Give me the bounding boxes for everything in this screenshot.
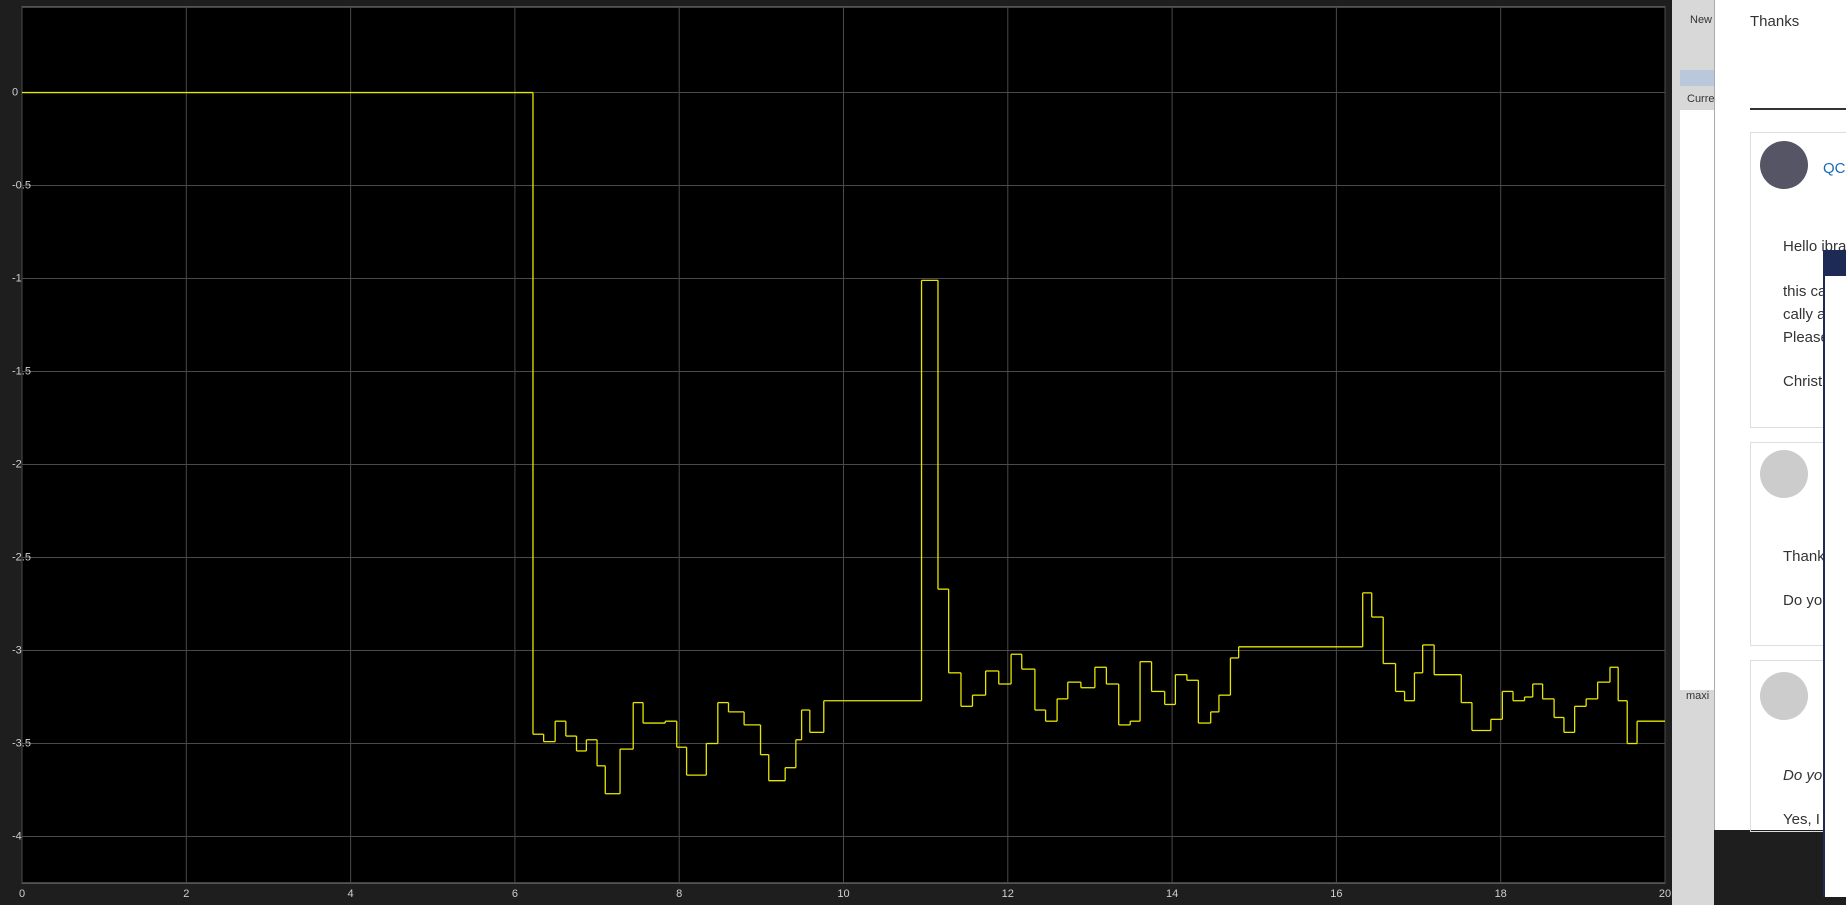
post-card xyxy=(1750,132,1846,428)
x-tick-label: 18 xyxy=(1495,888,1507,900)
y-tick-label: -1 xyxy=(12,272,22,284)
matlab-strip: New Curre maxi xyxy=(1672,0,1715,905)
x-tick-label: 6 xyxy=(512,888,518,900)
current-folder: Curre xyxy=(1687,93,1715,105)
nav-bar xyxy=(1680,70,1714,86)
post-text: this ca xyxy=(1783,283,1827,300)
x-tick-label: 4 xyxy=(348,888,354,900)
post-text: Thank xyxy=(1783,548,1825,565)
x-tick-label: 2 xyxy=(183,888,189,900)
avatar xyxy=(1760,450,1808,498)
workspace-label: maxi xyxy=(1686,690,1710,702)
post-text: Do you xyxy=(1783,592,1831,609)
post-text: cally a xyxy=(1783,306,1826,323)
post-text: Please xyxy=(1783,329,1829,346)
avatar[interactable] xyxy=(1760,141,1808,189)
avatar xyxy=(1760,672,1808,720)
popup-dialog[interactable] xyxy=(1823,250,1846,897)
scope-window: 0 2 4 6 8 10 12 14 16 18 20 0 -0.5 -1 -1.5 -2 -2.5 -3 -3.5… xyxy=(12,6,1672,900)
x-tick-label: 16 xyxy=(1330,888,1342,900)
y-tick-label: -4 xyxy=(12,830,22,842)
forum-panel: Thanks QC Hello ibra this ca cally a Ple… xyxy=(1714,0,1846,832)
post-card xyxy=(1750,442,1846,646)
y-tick-label: 0 xyxy=(12,86,18,98)
thanks-text: Thanks xyxy=(1750,13,1800,30)
y-tick-label: -1.5 xyxy=(12,365,31,377)
user-name[interactable]: QC xyxy=(1823,160,1846,177)
file-list xyxy=(1680,110,1714,690)
x-tick-label: 14 xyxy=(1166,888,1178,900)
y-tick-label: -0.5 xyxy=(12,179,31,191)
x-tick-label: 8 xyxy=(676,888,682,900)
separator xyxy=(1750,108,1846,110)
x-tick-label: 20 xyxy=(1659,888,1671,900)
post-card xyxy=(1750,660,1846,832)
post-text: Yes, I t xyxy=(1783,811,1829,828)
x-tick-label: 0 xyxy=(19,888,25,900)
post-text: Do yo xyxy=(1783,767,1823,784)
y-tick-label: -3.5 xyxy=(12,737,31,749)
y-tick-label: -3 xyxy=(12,644,22,656)
new-button[interactable]: New xyxy=(1690,14,1713,26)
y-tick-label: -2 xyxy=(12,458,22,470)
x-tick-label: 10 xyxy=(837,888,849,900)
x-tick-label: 12 xyxy=(1002,888,1014,900)
y-tick-label: -2.5 xyxy=(12,551,31,563)
post-text: Christ xyxy=(1783,373,1823,390)
